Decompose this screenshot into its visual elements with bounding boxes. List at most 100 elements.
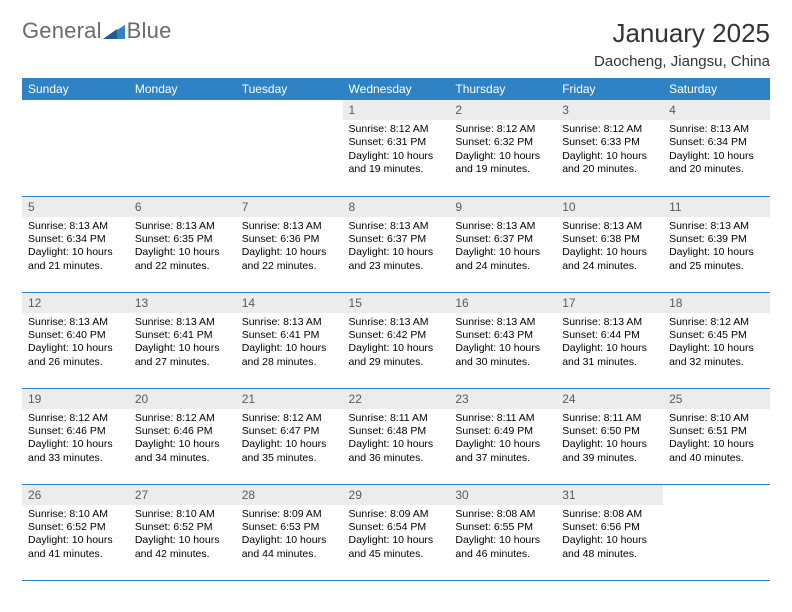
day-number: 1 bbox=[343, 100, 450, 120]
empty-cell bbox=[236, 100, 343, 196]
day-cell: 13Sunrise: 8:13 AMSunset: 6:41 PMDayligh… bbox=[129, 292, 236, 388]
day-number: 22 bbox=[343, 389, 450, 409]
day-number: 5 bbox=[22, 197, 129, 217]
day-info: Sunrise: 8:13 AMSunset: 6:42 PMDaylight:… bbox=[343, 313, 450, 374]
calendar-row: 12Sunrise: 8:13 AMSunset: 6:40 PMDayligh… bbox=[22, 292, 770, 388]
logo-text-left: General bbox=[22, 18, 102, 44]
day-info: Sunrise: 8:13 AMSunset: 6:44 PMDaylight:… bbox=[556, 313, 663, 374]
day-info: Sunrise: 8:09 AMSunset: 6:54 PMDaylight:… bbox=[343, 505, 450, 566]
day-number: 25 bbox=[663, 389, 770, 409]
day-cell: 19Sunrise: 8:12 AMSunset: 6:46 PMDayligh… bbox=[22, 388, 129, 484]
day-cell: 14Sunrise: 8:13 AMSunset: 6:41 PMDayligh… bbox=[236, 292, 343, 388]
day-info: Sunrise: 8:13 AMSunset: 6:37 PMDaylight:… bbox=[449, 217, 556, 278]
day-number: 23 bbox=[449, 389, 556, 409]
day-cell: 6Sunrise: 8:13 AMSunset: 6:35 PMDaylight… bbox=[129, 196, 236, 292]
day-cell: 2Sunrise: 8:12 AMSunset: 6:32 PMDaylight… bbox=[449, 100, 556, 196]
day-info: Sunrise: 8:13 AMSunset: 6:43 PMDaylight:… bbox=[449, 313, 556, 374]
day-info: Sunrise: 8:12 AMSunset: 6:47 PMDaylight:… bbox=[236, 409, 343, 470]
day-info: Sunrise: 8:08 AMSunset: 6:56 PMDaylight:… bbox=[556, 505, 663, 566]
day-cell: 4Sunrise: 8:13 AMSunset: 6:34 PMDaylight… bbox=[663, 100, 770, 196]
day-cell: 16Sunrise: 8:13 AMSunset: 6:43 PMDayligh… bbox=[449, 292, 556, 388]
day-number: 27 bbox=[129, 485, 236, 505]
dayname-sunday: Sunday bbox=[22, 78, 129, 100]
day-number: 10 bbox=[556, 197, 663, 217]
logo-triangle-icon bbox=[103, 23, 125, 39]
day-number: 3 bbox=[556, 100, 663, 120]
day-info: Sunrise: 8:10 AMSunset: 6:52 PMDaylight:… bbox=[22, 505, 129, 566]
dayname-thursday: Thursday bbox=[449, 78, 556, 100]
logo-text-right: Blue bbox=[127, 18, 172, 44]
day-info: Sunrise: 8:13 AMSunset: 6:34 PMDaylight:… bbox=[22, 217, 129, 278]
day-info: Sunrise: 8:12 AMSunset: 6:46 PMDaylight:… bbox=[22, 409, 129, 470]
calendar-header: SundayMondayTuesdayWednesdayThursdayFrid… bbox=[22, 78, 770, 100]
day-cell: 26Sunrise: 8:10 AMSunset: 6:52 PMDayligh… bbox=[22, 484, 129, 580]
day-info: Sunrise: 8:13 AMSunset: 6:40 PMDaylight:… bbox=[22, 313, 129, 374]
day-cell: 29Sunrise: 8:09 AMSunset: 6:54 PMDayligh… bbox=[343, 484, 450, 580]
day-cell: 9Sunrise: 8:13 AMSunset: 6:37 PMDaylight… bbox=[449, 196, 556, 292]
dayname-monday: Monday bbox=[129, 78, 236, 100]
day-number: 26 bbox=[22, 485, 129, 505]
day-number: 18 bbox=[663, 293, 770, 313]
dayname-saturday: Saturday bbox=[663, 78, 770, 100]
calendar-row: 1Sunrise: 8:12 AMSunset: 6:31 PMDaylight… bbox=[22, 100, 770, 196]
calendar-row: 5Sunrise: 8:13 AMSunset: 6:34 PMDaylight… bbox=[22, 196, 770, 292]
day-info: Sunrise: 8:12 AMSunset: 6:31 PMDaylight:… bbox=[343, 120, 450, 181]
empty-cell bbox=[22, 100, 129, 196]
day-info: Sunrise: 8:13 AMSunset: 6:34 PMDaylight:… bbox=[663, 120, 770, 181]
day-info: Sunrise: 8:13 AMSunset: 6:35 PMDaylight:… bbox=[129, 217, 236, 278]
day-info: Sunrise: 8:11 AMSunset: 6:49 PMDaylight:… bbox=[449, 409, 556, 470]
day-number: 9 bbox=[449, 197, 556, 217]
location: Daocheng, Jiangsu, China bbox=[594, 53, 770, 70]
day-number: 13 bbox=[129, 293, 236, 313]
day-number: 2 bbox=[449, 100, 556, 120]
day-number: 16 bbox=[449, 293, 556, 313]
day-number: 15 bbox=[343, 293, 450, 313]
day-cell: 1Sunrise: 8:12 AMSunset: 6:31 PMDaylight… bbox=[343, 100, 450, 196]
day-info: Sunrise: 8:13 AMSunset: 6:41 PMDaylight:… bbox=[236, 313, 343, 374]
day-cell: 21Sunrise: 8:12 AMSunset: 6:47 PMDayligh… bbox=[236, 388, 343, 484]
dayname-wednesday: Wednesday bbox=[343, 78, 450, 100]
day-info: Sunrise: 8:10 AMSunset: 6:51 PMDaylight:… bbox=[663, 409, 770, 470]
dayname-tuesday: Tuesday bbox=[236, 78, 343, 100]
day-info: Sunrise: 8:08 AMSunset: 6:55 PMDaylight:… bbox=[449, 505, 556, 566]
calendar-table: SundayMondayTuesdayWednesdayThursdayFrid… bbox=[22, 78, 770, 581]
dayname-friday: Friday bbox=[556, 78, 663, 100]
day-cell: 31Sunrise: 8:08 AMSunset: 6:56 PMDayligh… bbox=[556, 484, 663, 580]
day-number: 24 bbox=[556, 389, 663, 409]
day-info: Sunrise: 8:13 AMSunset: 6:39 PMDaylight:… bbox=[663, 217, 770, 278]
day-number: 7 bbox=[236, 197, 343, 217]
day-cell: 12Sunrise: 8:13 AMSunset: 6:40 PMDayligh… bbox=[22, 292, 129, 388]
day-cell: 28Sunrise: 8:09 AMSunset: 6:53 PMDayligh… bbox=[236, 484, 343, 580]
day-number: 21 bbox=[236, 389, 343, 409]
page-title: January 2025 bbox=[594, 18, 770, 49]
day-number: 14 bbox=[236, 293, 343, 313]
day-number: 20 bbox=[129, 389, 236, 409]
header-row: General Blue January 2025 Daocheng, Jian… bbox=[22, 18, 770, 70]
day-number: 6 bbox=[129, 197, 236, 217]
calendar-body: 1Sunrise: 8:12 AMSunset: 6:31 PMDaylight… bbox=[22, 100, 770, 580]
day-info: Sunrise: 8:11 AMSunset: 6:50 PMDaylight:… bbox=[556, 409, 663, 470]
day-cell: 17Sunrise: 8:13 AMSunset: 6:44 PMDayligh… bbox=[556, 292, 663, 388]
day-number: 31 bbox=[556, 485, 663, 505]
day-number: 29 bbox=[343, 485, 450, 505]
day-cell: 5Sunrise: 8:13 AMSunset: 6:34 PMDaylight… bbox=[22, 196, 129, 292]
day-cell: 25Sunrise: 8:10 AMSunset: 6:51 PMDayligh… bbox=[663, 388, 770, 484]
day-cell: 22Sunrise: 8:11 AMSunset: 6:48 PMDayligh… bbox=[343, 388, 450, 484]
day-cell: 20Sunrise: 8:12 AMSunset: 6:46 PMDayligh… bbox=[129, 388, 236, 484]
calendar-row: 19Sunrise: 8:12 AMSunset: 6:46 PMDayligh… bbox=[22, 388, 770, 484]
day-number: 19 bbox=[22, 389, 129, 409]
day-cell: 8Sunrise: 8:13 AMSunset: 6:37 PMDaylight… bbox=[343, 196, 450, 292]
day-number: 12 bbox=[22, 293, 129, 313]
day-number: 4 bbox=[663, 100, 770, 120]
day-info: Sunrise: 8:13 AMSunset: 6:37 PMDaylight:… bbox=[343, 217, 450, 278]
day-cell: 3Sunrise: 8:12 AMSunset: 6:33 PMDaylight… bbox=[556, 100, 663, 196]
day-cell: 10Sunrise: 8:13 AMSunset: 6:38 PMDayligh… bbox=[556, 196, 663, 292]
day-number: 11 bbox=[663, 197, 770, 217]
day-info: Sunrise: 8:13 AMSunset: 6:41 PMDaylight:… bbox=[129, 313, 236, 374]
day-number: 28 bbox=[236, 485, 343, 505]
calendar-row: 26Sunrise: 8:10 AMSunset: 6:52 PMDayligh… bbox=[22, 484, 770, 580]
title-block: January 2025 Daocheng, Jiangsu, China bbox=[594, 18, 770, 70]
day-info: Sunrise: 8:10 AMSunset: 6:52 PMDaylight:… bbox=[129, 505, 236, 566]
day-cell: 27Sunrise: 8:10 AMSunset: 6:52 PMDayligh… bbox=[129, 484, 236, 580]
day-info: Sunrise: 8:11 AMSunset: 6:48 PMDaylight:… bbox=[343, 409, 450, 470]
